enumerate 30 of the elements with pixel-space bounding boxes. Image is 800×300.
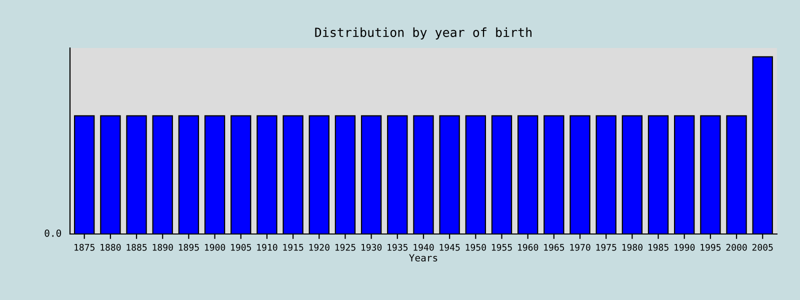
- x-tick-label: 1975: [596, 244, 616, 251]
- x-tick-label: 2005: [752, 244, 773, 251]
- x-tick-label: 1960: [518, 244, 538, 251]
- x-tick-label: 1890: [152, 244, 173, 251]
- x-tick-label: 1900: [205, 244, 226, 251]
- x-tick-label: 1985: [648, 244, 668, 251]
- x-tick-label: 1940: [414, 244, 434, 251]
- x-tick-label: 1920: [309, 244, 330, 251]
- x-tick-label: 1955: [492, 244, 512, 251]
- x-tick-label: 1965: [544, 244, 564, 251]
- x-tick-label: 1990: [674, 244, 695, 251]
- x-tick-label: 1910: [257, 244, 278, 251]
- x-tick-label: 1875: [74, 244, 94, 251]
- x-tick-label: 1950: [466, 244, 486, 251]
- x-axis-title: Years: [409, 254, 438, 262]
- x-tick-label: 1930: [362, 244, 382, 251]
- x-tick-label: 1895: [178, 244, 199, 251]
- x-tick-label: 1880: [100, 244, 121, 251]
- x-tick-label: 1995: [700, 244, 721, 251]
- x-tick-label: 1970: [570, 244, 590, 251]
- x-tick-label: 1980: [622, 244, 642, 251]
- x-tick-label: 1925: [335, 244, 356, 251]
- x-tick-label: 1935: [388, 244, 408, 251]
- x-tick-label: 1885: [126, 244, 147, 251]
- chart-title: Distribution by year of birth: [315, 27, 532, 40]
- x-tick-label: 1905: [231, 244, 252, 251]
- x-tick-label: 2000: [726, 244, 747, 251]
- x-tick-label: 1915: [283, 244, 304, 251]
- x-tick-label: 1945: [440, 244, 460, 251]
- text: 0.0: [44, 229, 62, 237]
